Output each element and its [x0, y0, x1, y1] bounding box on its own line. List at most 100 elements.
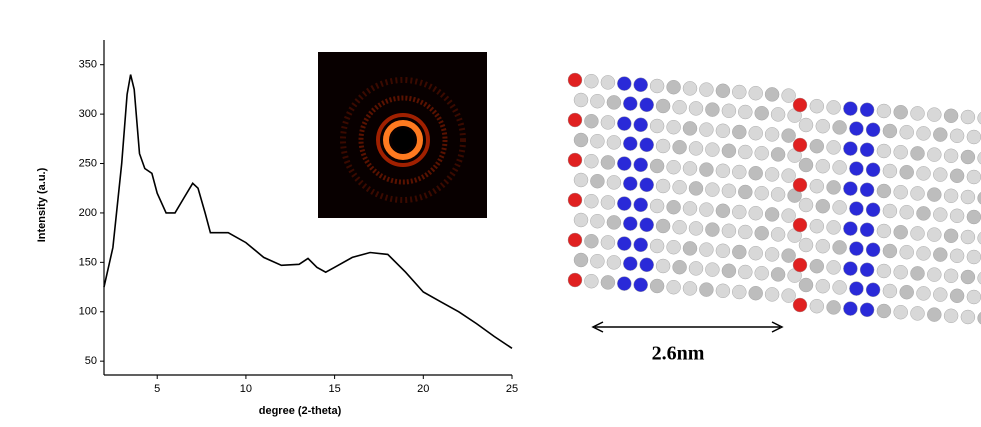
atom — [849, 242, 863, 256]
atom — [568, 113, 582, 127]
atom — [722, 144, 736, 158]
atom — [601, 75, 615, 89]
atom — [827, 260, 841, 274]
atom — [667, 240, 681, 254]
atom — [860, 263, 874, 277]
atom — [933, 208, 947, 222]
atom — [911, 186, 925, 200]
atom — [883, 244, 897, 258]
y-tick-label: 150 — [79, 256, 97, 268]
atom — [843, 302, 857, 316]
atom — [617, 197, 631, 211]
atom — [738, 225, 752, 239]
atom — [849, 162, 863, 176]
atom — [634, 278, 648, 292]
atom — [827, 140, 841, 154]
y-tick-label: 300 — [79, 108, 97, 120]
atom — [749, 86, 763, 100]
atom — [917, 126, 931, 140]
atom — [950, 289, 964, 303]
atom — [601, 155, 615, 169]
atom — [716, 164, 730, 178]
atom — [860, 143, 874, 157]
atom — [607, 95, 621, 109]
atom — [683, 81, 697, 95]
atom — [640, 138, 654, 152]
atom — [866, 283, 880, 297]
atom — [961, 230, 975, 244]
atom — [961, 110, 975, 124]
atom — [574, 173, 588, 187]
atom — [584, 234, 598, 248]
atom — [782, 209, 796, 223]
atom — [623, 137, 637, 151]
atom — [656, 219, 670, 233]
atom — [877, 144, 891, 158]
atom — [900, 125, 914, 139]
atom — [843, 182, 857, 196]
atom — [634, 238, 648, 252]
atom — [944, 309, 958, 323]
atom — [765, 207, 779, 221]
atom — [673, 220, 687, 234]
atom — [799, 198, 813, 212]
beam-stop — [392, 129, 414, 151]
atom — [590, 174, 604, 188]
x-tick-label: 20 — [417, 383, 429, 395]
atom — [584, 154, 598, 168]
atom — [732, 245, 746, 259]
atom — [590, 254, 604, 268]
atom — [950, 249, 964, 263]
atom — [722, 104, 736, 118]
atom — [738, 185, 752, 199]
y-tick-label: 50 — [85, 355, 97, 367]
atom — [584, 194, 598, 208]
atom — [623, 257, 637, 271]
atom — [816, 119, 830, 133]
atom — [650, 119, 664, 133]
atom — [933, 168, 947, 182]
atom — [816, 279, 830, 293]
atom — [911, 106, 925, 120]
atom — [793, 178, 807, 192]
atom — [816, 239, 830, 253]
atom — [607, 175, 621, 189]
atom — [799, 278, 813, 292]
atom — [833, 240, 847, 254]
atom — [722, 264, 736, 278]
atom — [755, 266, 769, 280]
atom — [894, 145, 908, 159]
atom — [877, 104, 891, 118]
atom — [827, 220, 841, 234]
atom — [782, 249, 796, 263]
atom — [866, 163, 880, 177]
y-tick-label: 250 — [79, 157, 97, 169]
atom — [827, 300, 841, 314]
atom — [933, 248, 947, 262]
atom — [667, 80, 681, 94]
atom — [944, 229, 958, 243]
atom — [732, 285, 746, 299]
atom — [911, 146, 925, 160]
atom — [683, 161, 697, 175]
atom — [683, 121, 697, 135]
atom — [961, 190, 975, 204]
atom — [590, 134, 604, 148]
atom — [683, 201, 697, 215]
atom — [716, 244, 730, 258]
atom — [866, 243, 880, 257]
atom — [866, 203, 880, 217]
atom — [623, 97, 637, 111]
atom — [877, 224, 891, 238]
atom — [617, 117, 631, 131]
atom — [944, 269, 958, 283]
diffraction-inset — [318, 52, 487, 218]
atom — [617, 277, 631, 291]
atom — [944, 149, 958, 163]
x-axis-label: degree (2-theta) — [259, 405, 342, 417]
atom — [667, 200, 681, 214]
atom — [883, 164, 897, 178]
atom — [917, 166, 931, 180]
atom — [673, 180, 687, 194]
atom — [860, 303, 874, 317]
